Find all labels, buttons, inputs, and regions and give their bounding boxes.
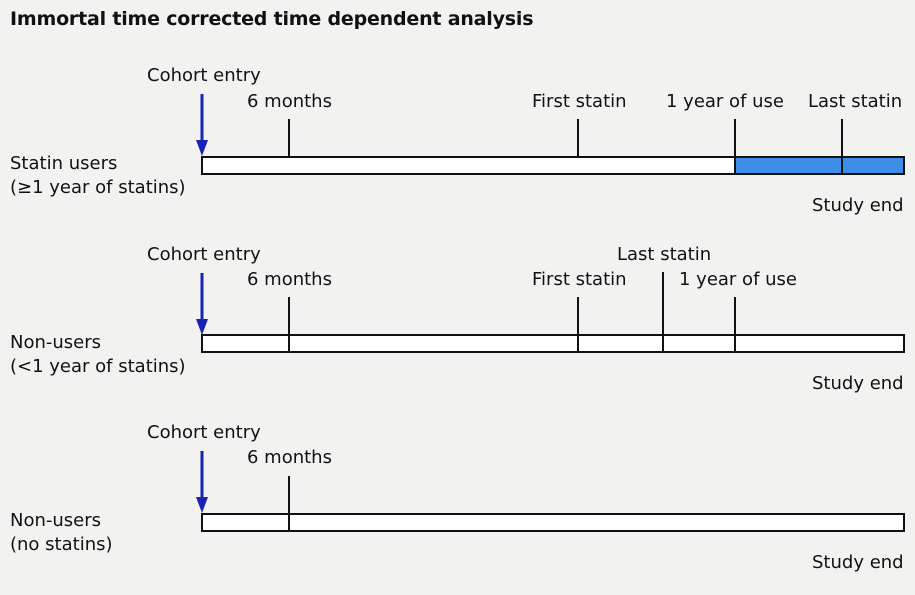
- exposed-time-fill: [736, 158, 903, 173]
- group-label-line2: (no statins): [10, 534, 113, 555]
- cohort-entry-label: Cohort entry: [147, 244, 261, 265]
- group-label: Non-users (no statins): [10, 509, 113, 557]
- last-statin-label: Last statin: [617, 244, 712, 265]
- group-label-line2: (≥1 year of statins): [10, 177, 186, 198]
- cohort-entry-arrow-icon: [196, 273, 208, 335]
- one-year-tick-overlay: [734, 156, 736, 175]
- first-statin-label: First statin: [532, 91, 627, 112]
- panel-non-users-none: Cohort entry 6 months Non-users (no stat…: [0, 417, 915, 595]
- first-statin-label: First statin: [532, 269, 627, 290]
- study-end-label: Study end: [812, 373, 904, 394]
- one-year-label: 1 year of use: [679, 269, 797, 290]
- six-months-tick-overlay: [288, 334, 290, 353]
- group-label-line1: Non-users: [10, 332, 102, 353]
- six-months-tick: [288, 119, 290, 175]
- timeline-bar: [201, 156, 905, 175]
- study-end-label: Study end: [812, 552, 904, 573]
- group-label: Statin users (≥1 year of statins): [10, 152, 186, 200]
- group-label-line1: Statin users: [10, 153, 118, 174]
- six-months-tick-overlay: [288, 513, 290, 532]
- six-months-label: 6 months: [247, 269, 332, 290]
- group-label-line1: Non-users: [10, 510, 102, 531]
- panel-non-users-short: Cohort entry Last statin 6 months First …: [0, 239, 915, 417]
- diagram-title: Immortal time corrected time dependent a…: [10, 8, 534, 30]
- group-label: Non-users (<1 year of statins): [10, 331, 186, 379]
- cohort-entry-label: Cohort entry: [147, 65, 261, 86]
- one-year-tick-overlay: [734, 334, 736, 353]
- study-end-label: Study end: [812, 195, 904, 216]
- last-statin-tick: [662, 272, 664, 353]
- one-year-tick: [734, 297, 736, 353]
- last-statin-tick-overlay: [662, 334, 664, 353]
- six-months-label: 6 months: [247, 447, 332, 468]
- timeline-bar: [201, 334, 905, 353]
- last-statin-tick: [841, 119, 843, 175]
- first-statin-tick-overlay: [577, 334, 579, 353]
- first-statin-tick: [577, 119, 579, 175]
- cohort-entry-arrow-icon: [196, 94, 208, 156]
- six-months-label: 6 months: [247, 91, 332, 112]
- one-year-label: 1 year of use: [666, 91, 784, 112]
- group-label-line2: (<1 year of statins): [10, 356, 186, 377]
- last-statin-tick-overlay: [841, 156, 843, 175]
- cohort-entry-arrow-icon: [196, 451, 208, 513]
- first-statin-tick: [577, 297, 579, 353]
- panel-statin-users: Cohort entry 6 months First statin 1 yea…: [0, 60, 915, 238]
- six-months-tick: [288, 297, 290, 353]
- one-year-tick: [734, 119, 736, 175]
- cohort-entry-label: Cohort entry: [147, 422, 261, 443]
- last-statin-label: Last statin: [808, 91, 903, 112]
- timeline-bar: [201, 513, 905, 532]
- six-months-tick: [288, 476, 290, 532]
